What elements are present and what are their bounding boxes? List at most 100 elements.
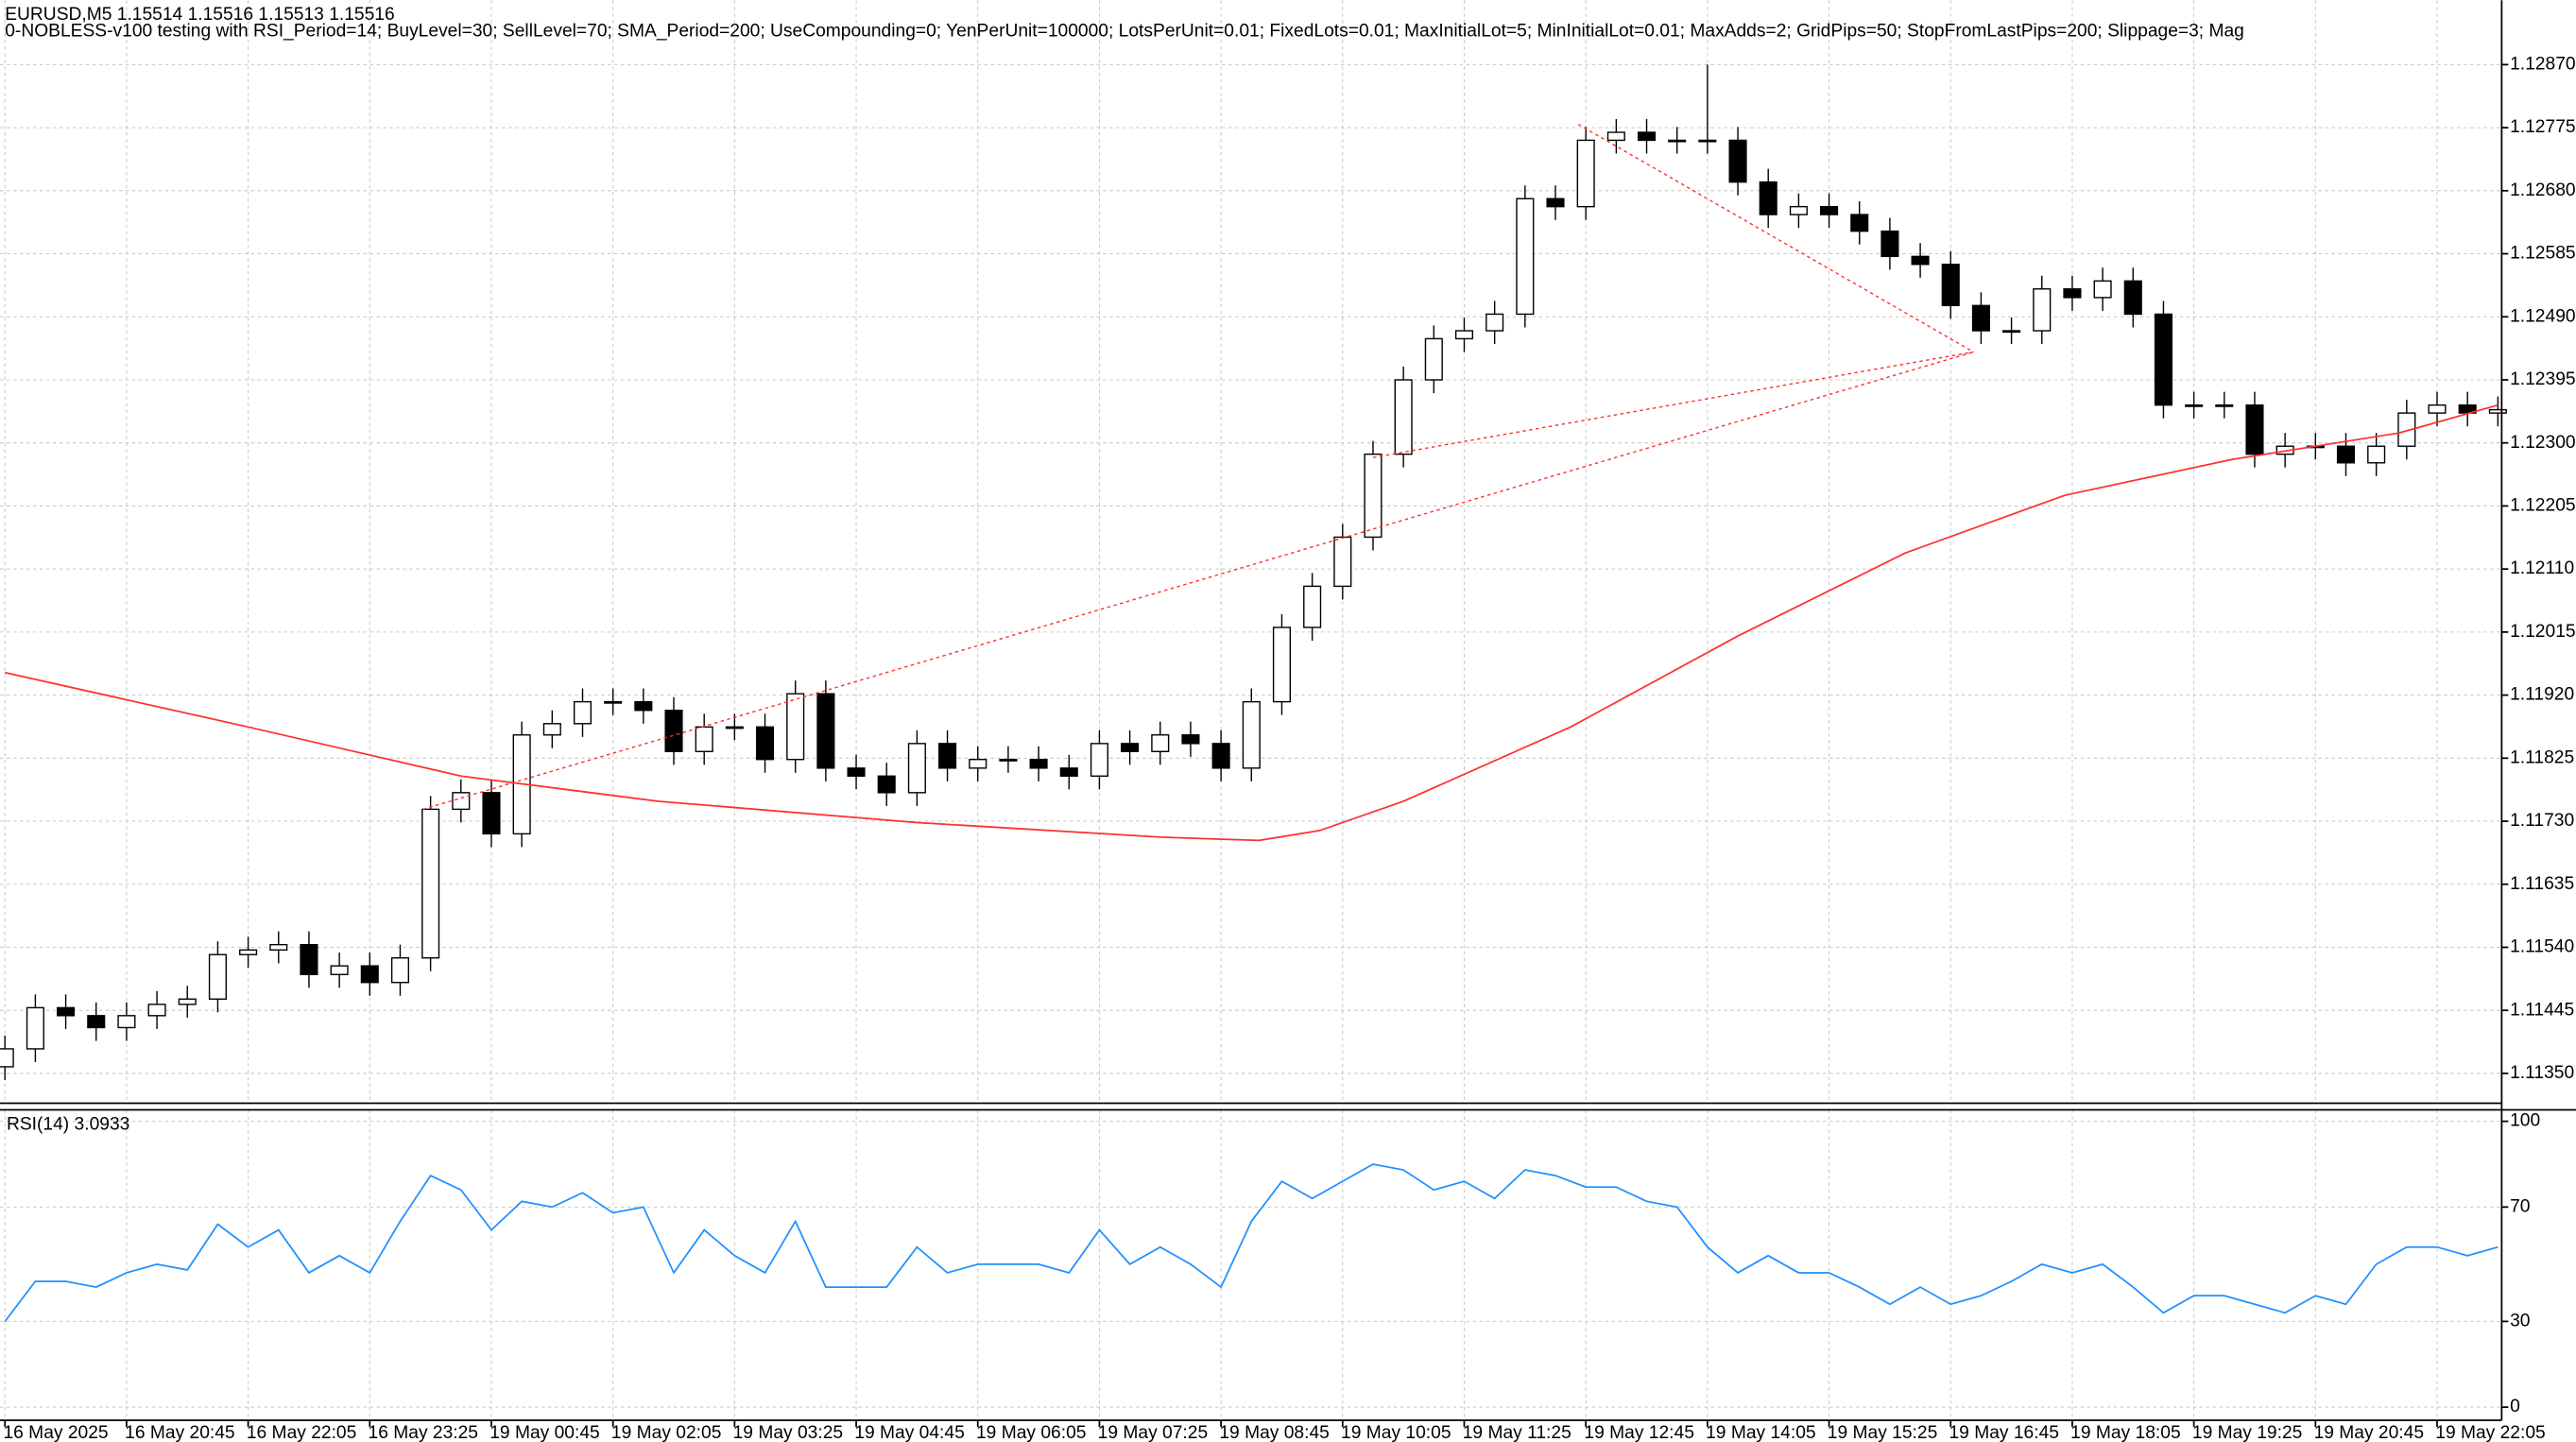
- candle-body: [208, 953, 227, 1000]
- y-tick-label: 1.12110: [2510, 558, 2574, 578]
- y-tick-label: 1.12585: [2510, 244, 2575, 264]
- x-tick-label: 19 May 04:45: [854, 1423, 964, 1442]
- candle-body: [1516, 197, 1535, 316]
- candle-body: [117, 1015, 136, 1029]
- mark-layer: [0, 64, 2507, 1322]
- x-tick-label: 19 May 03:25: [733, 1423, 843, 1442]
- y-tick-label: 1.12775: [2510, 117, 2575, 137]
- candle-body: [2336, 445, 2356, 464]
- candle-body: [2428, 403, 2447, 414]
- candle-body: [786, 693, 805, 761]
- candle-body: [178, 998, 197, 1005]
- candle-body: [1668, 139, 1687, 143]
- candle-body: [452, 792, 471, 811]
- x-tick-label: 19 May 10:05: [1341, 1423, 1451, 1442]
- candle-body: [57, 1006, 76, 1017]
- x-tick-label: 19 May 08:45: [1219, 1423, 1329, 1442]
- x-tick-label: 16 May 20:45: [125, 1423, 234, 1442]
- trade-line: [1372, 351, 1974, 458]
- x-tick-label: 19 May 00:45: [489, 1423, 599, 1442]
- y-tick-label: 1.12680: [2510, 180, 2575, 200]
- x-tick-label: 19 May 22:05: [2435, 1423, 2545, 1442]
- candle-body: [664, 710, 683, 752]
- candle-body: [482, 792, 501, 835]
- candle-body: [1424, 337, 1443, 381]
- candle-body: [1546, 197, 1565, 208]
- candle-body: [2488, 408, 2507, 414]
- candle-body: [2367, 445, 2386, 464]
- candle-body: [1303, 585, 1322, 628]
- candle-body: [1941, 264, 1960, 307]
- candle-body: [2033, 288, 2052, 332]
- candle-body: [604, 700, 623, 704]
- candle-body: [1759, 180, 1777, 215]
- candle-body: [999, 759, 1018, 762]
- candle-body: [360, 965, 379, 984]
- candle-body: [816, 693, 835, 769]
- candle-body: [1789, 205, 1808, 215]
- candle-body: [1029, 759, 1048, 769]
- y-tick-label: 1.12300: [2510, 433, 2575, 453]
- candle-body: [1333, 536, 1352, 588]
- trade-line: [422, 351, 1974, 811]
- candle-body: [2063, 288, 2082, 299]
- candle-body: [1090, 743, 1108, 777]
- y-tick-label: 30: [2510, 1311, 2530, 1330]
- y-tick-label: 1.11635: [2510, 874, 2574, 894]
- x-tick-label: 19 May 18:05: [2070, 1423, 2180, 1442]
- x-tick-label: 16 May 22:05: [247, 1423, 356, 1442]
- candle-body: [147, 1004, 166, 1017]
- candle-body: [2093, 280, 2112, 299]
- candle-body: [969, 759, 987, 769]
- candle-body: [573, 700, 592, 725]
- y-tick-label: 70: [2510, 1196, 2530, 1216]
- x-tick-label: 19 May 14:05: [1706, 1423, 1815, 1442]
- y-tick-label: 1.11730: [2510, 811, 2574, 831]
- candle-body: [2154, 313, 2172, 406]
- candle-body: [2123, 280, 2142, 316]
- candle-body: [1971, 304, 1990, 332]
- candle-body: [1880, 230, 1899, 258]
- y-tick-label: 1.11350: [2510, 1063, 2574, 1083]
- candle-body: [2185, 403, 2204, 407]
- x-tick-label: 19 May 06:05: [976, 1423, 1086, 1442]
- candle-body: [1576, 139, 1595, 208]
- x-tick-label: 19 May 12:45: [1584, 1423, 1693, 1442]
- candle-body: [725, 726, 744, 730]
- y-tick-label: 1.11445: [2510, 1000, 2574, 1020]
- candle-body: [1364, 453, 1382, 539]
- candle-body: [877, 775, 896, 794]
- candle-body: [1242, 700, 1261, 769]
- candle-body: [330, 965, 349, 975]
- candle-body: [1850, 214, 1869, 232]
- rsi-line: [4, 1163, 2499, 1322]
- candle-body: [1394, 379, 1413, 455]
- candle-body: [390, 957, 410, 984]
- candle-body: [300, 943, 318, 975]
- candle-body: [26, 1006, 44, 1050]
- x-tick-label: 19 May 07:25: [1098, 1423, 1208, 1442]
- sma-line: [5, 403, 2499, 842]
- candle-body: [2002, 330, 2021, 334]
- y-tick-label: 1.11540: [2510, 937, 2574, 957]
- candle-body: [269, 943, 288, 951]
- y-tick-label: 1.12205: [2510, 496, 2575, 516]
- x-tick-label: 19 May 20:45: [2314, 1423, 2424, 1442]
- candle-body: [87, 1015, 106, 1029]
- candle-body: [695, 726, 713, 752]
- candle-body: [907, 743, 926, 794]
- candle-body: [1454, 330, 1474, 340]
- y-tick-label: 1.12870: [2510, 54, 2575, 74]
- candle-body: [2245, 403, 2264, 455]
- candle-body: [2397, 412, 2416, 447]
- x-tick-label: 19 May 02:05: [611, 1423, 721, 1442]
- x-tick-label: 16 May 23:25: [369, 1423, 478, 1442]
- candle-body: [2215, 403, 2234, 407]
- candle-body: [542, 723, 561, 736]
- candle-body: [1728, 139, 1747, 183]
- y-tick-label: 1.11825: [2510, 747, 2574, 767]
- candle-body: [1606, 131, 1625, 142]
